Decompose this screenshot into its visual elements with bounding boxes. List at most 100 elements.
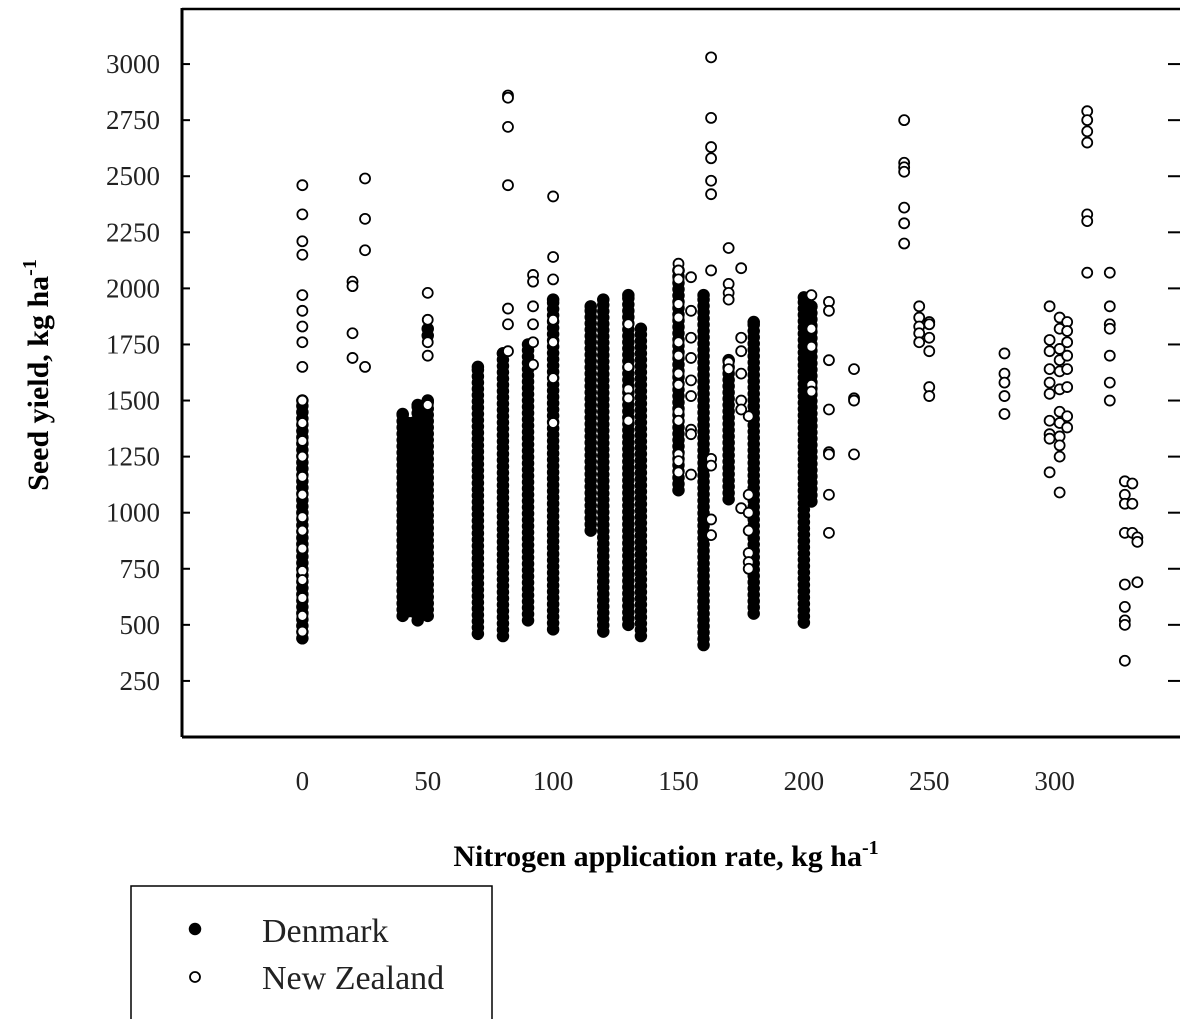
- point-new-zealand: [722, 363, 735, 376]
- point-new-zealand: [998, 376, 1011, 389]
- legend-marker-new-zealand: [189, 971, 201, 983]
- y-tick-label: 1000: [106, 498, 160, 528]
- point-new-zealand: [527, 275, 539, 288]
- point-new-zealand: [296, 625, 309, 638]
- y-tick-label: 250: [120, 666, 161, 696]
- point-new-zealand: [527, 318, 539, 331]
- point-denmark: [634, 322, 648, 336]
- point-new-zealand: [823, 403, 835, 416]
- point-new-zealand: [672, 414, 685, 427]
- y-tick-label: 3000: [106, 49, 160, 79]
- x-tick-label: 250: [909, 766, 950, 796]
- point-new-zealand: [705, 174, 717, 187]
- point-new-zealand: [823, 304, 835, 317]
- y-tick-label: 2000: [106, 273, 160, 303]
- point-new-zealand: [1131, 576, 1144, 589]
- legend: Denmark New Zealand: [130, 885, 493, 1019]
- point-new-zealand: [685, 271, 697, 284]
- point-new-zealand: [1043, 414, 1056, 427]
- point-new-zealand: [672, 455, 685, 468]
- point-new-zealand: [1103, 322, 1116, 335]
- point-new-zealand: [705, 51, 717, 64]
- point-new-zealand: [1061, 381, 1074, 393]
- y-tick-label: 750: [120, 554, 161, 584]
- legend-box: [130, 885, 493, 1019]
- legend-label-new-zealand: New Zealand: [262, 960, 444, 997]
- y-axis-ticks: 250 500 750 1000 1250 1500 1750 2000 2250 2500 275…: [106, 49, 1180, 696]
- point-new-zealand: [705, 529, 717, 542]
- point-new-zealand: [1103, 394, 1116, 407]
- point-new-zealand: [705, 513, 717, 526]
- point-new-zealand: [848, 394, 860, 407]
- point-denmark: [697, 288, 710, 302]
- point-new-zealand: [742, 562, 755, 575]
- y-tick-label: 1250: [106, 442, 160, 472]
- x-axis-title-text: Nitrogen application rate, kg ha: [453, 840, 862, 873]
- point-new-zealand: [296, 394, 309, 407]
- point-new-zealand: [923, 390, 936, 402]
- point-denmark: [546, 293, 560, 306]
- point-new-zealand: [672, 336, 685, 349]
- point-new-zealand: [421, 349, 434, 362]
- point-new-zealand: [296, 360, 309, 373]
- point-new-zealand: [502, 120, 514, 133]
- point-new-zealand: [1043, 345, 1056, 358]
- point-new-zealand: [296, 235, 309, 248]
- point-new-zealand: [622, 414, 635, 427]
- point-new-zealand: [359, 172, 371, 185]
- data-points: [296, 51, 1144, 667]
- point-new-zealand: [685, 331, 697, 344]
- point-new-zealand: [685, 468, 697, 481]
- point-new-zealand: [622, 318, 635, 331]
- point-new-zealand: [805, 322, 818, 335]
- point-new-zealand: [296, 592, 309, 604]
- y-tick-label: 1500: [106, 386, 160, 416]
- point-new-zealand: [1043, 334, 1056, 346]
- point-new-zealand: [547, 336, 560, 349]
- point-new-zealand: [1043, 466, 1056, 479]
- point-new-zealand: [805, 289, 818, 302]
- point-new-zealand: [296, 574, 309, 586]
- point-new-zealand: [898, 217, 911, 230]
- point-new-zealand: [898, 165, 911, 178]
- point-new-zealand: [346, 280, 359, 293]
- point-new-zealand: [296, 524, 309, 537]
- point-new-zealand: [672, 349, 685, 362]
- x-axis-title: Nitrogen application rate, kg ha-1: [453, 837, 878, 873]
- x-tick-label: 100: [533, 766, 574, 796]
- point-new-zealand: [805, 340, 818, 353]
- point-new-zealand: [1103, 349, 1116, 362]
- point-new-zealand: [998, 347, 1011, 360]
- point-new-zealand: [1061, 325, 1074, 337]
- point-new-zealand: [898, 114, 911, 127]
- point-new-zealand: [1118, 578, 1131, 591]
- point-new-zealand: [1053, 486, 1066, 499]
- point-new-zealand: [296, 470, 309, 483]
- point-new-zealand: [735, 262, 748, 275]
- point-new-zealand: [685, 352, 697, 364]
- point-new-zealand: [622, 360, 635, 373]
- point-new-zealand: [685, 390, 697, 402]
- point-new-zealand: [547, 417, 560, 429]
- point-new-zealand: [502, 345, 514, 358]
- point-new-zealand: [705, 188, 717, 201]
- point-new-zealand: [998, 390, 1011, 402]
- point-new-zealand: [823, 354, 835, 367]
- point-new-zealand: [1061, 349, 1074, 362]
- point-new-zealand: [1126, 497, 1139, 510]
- point-new-zealand: [823, 488, 835, 501]
- legend-label-denmark: Denmark: [262, 913, 389, 950]
- y-tick-label: 2500: [106, 161, 160, 191]
- y-axis-title-superscript: -1: [19, 259, 41, 276]
- point-new-zealand: [742, 506, 755, 519]
- point-new-zealand: [527, 336, 539, 349]
- point-new-zealand: [296, 208, 309, 221]
- point-new-zealand: [421, 286, 434, 299]
- point-new-zealand: [672, 298, 685, 310]
- point-new-zealand: [1103, 376, 1116, 389]
- point-new-zealand: [898, 201, 911, 214]
- point-new-zealand: [823, 448, 835, 461]
- point-new-zealand: [722, 293, 735, 306]
- point-new-zealand: [296, 336, 309, 349]
